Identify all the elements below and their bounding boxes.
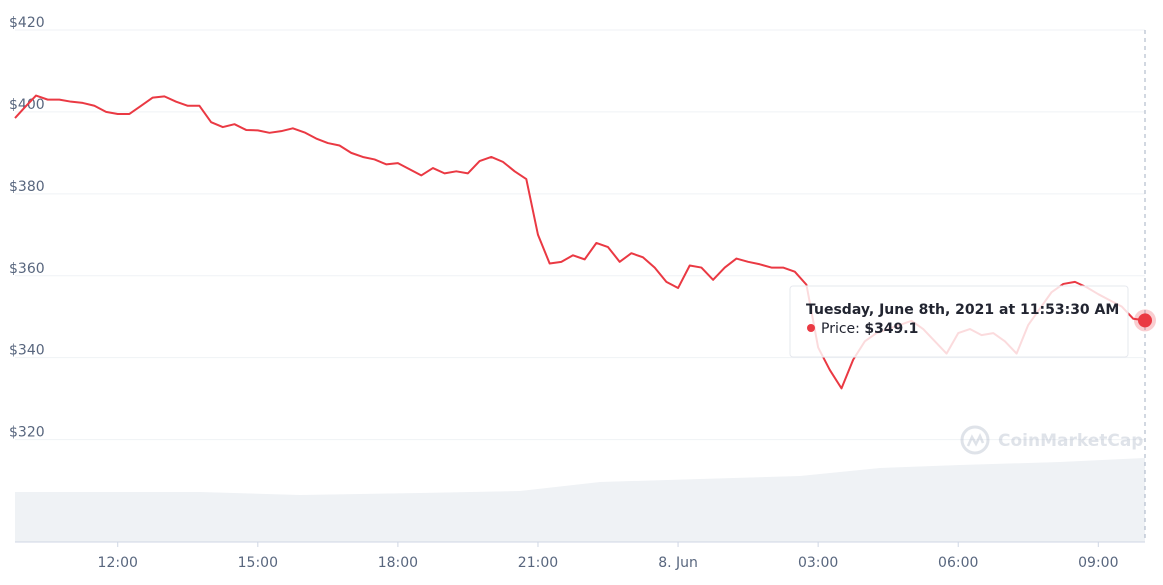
tooltip-box xyxy=(789,285,1129,358)
hover-point xyxy=(1138,313,1152,328)
volume-area xyxy=(15,458,1145,542)
tooltip-label-text: Price: xyxy=(821,321,860,337)
x-tick-label: 8. Jun xyxy=(658,555,698,571)
tooltip-value: $349.1 xyxy=(864,321,918,337)
watermark-logo-mark xyxy=(966,433,985,447)
y-tick-label: $380 xyxy=(9,179,45,195)
hover xyxy=(1134,309,1156,332)
x-tick-label: 12:00 xyxy=(98,555,138,571)
x-tick-label: 03:00 xyxy=(798,555,838,571)
tooltip-dot xyxy=(807,324,815,332)
tooltip-label: Price: $349.1 xyxy=(821,321,918,337)
y-tick-label: $420 xyxy=(9,15,45,31)
x-tick-label: 21:00 xyxy=(518,555,558,571)
watermark-text: CoinMarketCap xyxy=(998,431,1143,451)
y-tick-label: $360 xyxy=(9,261,45,277)
tooltip: Tuesday, June 8th, 2021 at 11:53:30 AM P… xyxy=(789,285,1129,358)
x-tick-label: 18:00 xyxy=(378,555,418,571)
x-tick-label: 15:00 xyxy=(238,555,278,571)
x-tick-label: 09:00 xyxy=(1078,555,1118,571)
watermark: CoinMarketCap xyxy=(960,425,1143,455)
y-tick-label: $340 xyxy=(9,343,45,359)
tooltip-title: Tuesday, June 8th, 2021 at 11:53:30 AM xyxy=(806,302,1119,318)
x-tick-label: 06:00 xyxy=(938,555,978,571)
y-tick-label: $320 xyxy=(9,425,45,441)
watermark-logo xyxy=(960,425,990,455)
